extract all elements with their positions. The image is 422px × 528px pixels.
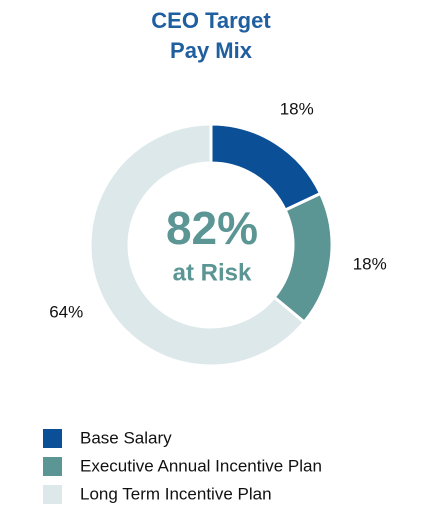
legend-label: Executive Annual Incentive Plan xyxy=(80,456,322,475)
chart-title: CEO Target Pay Mix xyxy=(151,8,271,63)
legend-label: Base Salary xyxy=(80,428,172,447)
legend-swatch xyxy=(43,485,62,504)
data-label: 64% xyxy=(49,303,83,322)
data-label: 18% xyxy=(353,255,387,274)
center-sublabel: at Risk xyxy=(173,259,252,286)
center-label: 82% xyxy=(166,202,258,254)
donut-segment xyxy=(88,122,307,368)
donut-segment xyxy=(209,122,323,213)
legend-swatch xyxy=(43,457,62,476)
legend-label: Long Term Incentive Plan xyxy=(80,484,272,503)
title-box: CEO Target Pay Mix xyxy=(0,6,422,66)
data-label: 18% xyxy=(280,99,314,118)
legend-swatch xyxy=(43,429,62,448)
